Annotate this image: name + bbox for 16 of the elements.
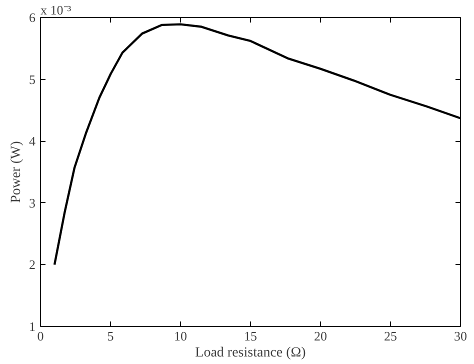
y-tick-label: 4 [29, 134, 36, 149]
x-tick-label: 10 [174, 328, 187, 344]
y-tick-label: 1 [29, 319, 36, 334]
y-tick-label: 2 [29, 257, 36, 272]
x-tick-label: 0 [37, 328, 44, 344]
text: x 10⁻³ [40, 2, 72, 18]
y-tick-label: 5 [29, 72, 36, 87]
x-tick-label: 25 [384, 328, 397, 344]
x-axis-title: Load resistance (Ω) [195, 346, 306, 360]
x-tick-label: 5 [107, 328, 114, 344]
y-axis-title: Power (W) [9, 140, 24, 203]
y-tick-label: 3 [29, 195, 36, 210]
x-tick-label: 30 [454, 328, 467, 344]
y-tick-label: 6 [29, 10, 36, 25]
x-tick-label: 20 [314, 328, 327, 344]
x-tick-label: 15 [244, 328, 257, 344]
